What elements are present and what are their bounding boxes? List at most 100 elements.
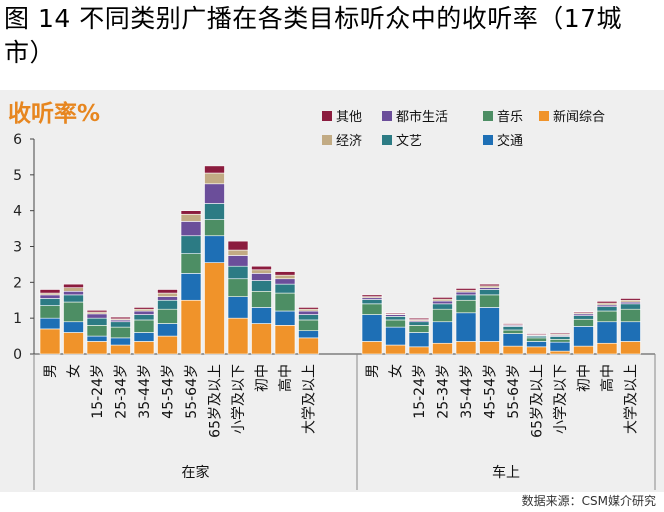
bar-segment [274,292,296,312]
bar-segment [549,332,571,335]
bar-segment [385,316,406,321]
legend-label: 都市生活 [396,109,448,125]
bar-segment [432,321,453,344]
x-category-label: 45-54岁 [161,364,177,419]
bar-segment [502,333,524,347]
x-category-label: 25-34岁 [114,364,130,419]
bar-segment [204,203,225,220]
bar-segment [227,296,249,319]
bar-segment [361,314,383,342]
bar-segment [274,283,296,294]
y-tick-label: 5 [13,168,22,184]
bar-segment [573,318,594,327]
bar-segment [274,274,296,280]
bar-segment [227,249,249,256]
y-tick-label: 1 [13,311,22,327]
x-category-label: 55-64岁 [506,364,522,419]
bar-segment [180,210,202,215]
legend-label: 文艺 [396,134,422,149]
bar-segment [86,313,108,319]
bar-segment [502,326,524,331]
bar-segment [432,308,453,323]
bar-segment [526,337,547,342]
y-tick-label: 2 [13,275,22,291]
bar-segment [432,303,453,310]
bar-segment [227,255,249,267]
bar-segment [180,299,202,355]
x-category-label: 小学及以下 [231,364,247,434]
bar-segment [455,291,477,296]
bar-segment [298,307,319,310]
bar-segment [526,341,547,348]
bar-segment [361,299,383,305]
bar-segment [86,317,108,326]
y-tick-label: 3 [13,240,22,256]
chart-title: 图 14 不同类别广播在各类目标听众中的收听率（17城市） [4,4,623,67]
bar-segment [455,312,477,342]
x-category-label: 小学及以下 [553,364,569,434]
bar-segment [361,341,383,355]
bar-segment [596,301,618,304]
bar-segment [455,341,477,355]
bar-segment [479,341,500,355]
bar-segment [133,319,155,333]
bar-segment [157,299,178,310]
bar-segment [385,319,406,328]
y-axis-title: 收听率% [8,101,101,127]
bar-segment [432,297,453,300]
bar-segment [180,273,202,301]
bar-segment [573,345,594,355]
bar-segment [298,310,319,315]
bar-segment [620,341,641,355]
bar-segment [573,311,594,314]
x-category-label: 大学及以上 [624,364,640,434]
bar-segment [251,273,272,281]
bar-segment [86,309,108,313]
x-category-label: 65岁及以上 [530,364,546,438]
bar-segment [596,321,618,344]
bar-segment [274,271,296,276]
bar-segment [133,341,155,355]
x-category-label: 男 [365,364,381,378]
bar-segment [573,326,594,347]
legend-label: 其他 [336,110,362,125]
bar-segment [110,337,131,346]
bar-segment [408,332,430,348]
bar-segment [227,240,249,251]
bar-segment [479,307,500,342]
chart-panel [0,90,664,492]
bar-segment [274,278,296,285]
bar-segment [479,289,500,296]
bar-segment [361,303,383,315]
bar-segment [251,265,272,271]
bar-segment [385,344,406,355]
bar-segment [251,307,272,324]
x-category-label: 男 [43,364,59,378]
bar-segment [110,326,131,339]
x-category-label: 初中 [254,364,271,392]
bar-segment [455,299,477,314]
bar-segment [110,344,131,355]
bar-segment [274,310,296,326]
x-category-label: 女 [66,364,83,378]
bar-segment [432,342,453,355]
bar-segment [157,292,178,297]
x-category-label: 55-64岁 [184,364,200,419]
bar-segment [596,310,618,323]
x-category-label: 65岁及以上 [208,364,224,438]
bar-segment [39,298,61,306]
bar-segment [63,287,84,292]
bar-segment [157,335,178,355]
bar-segment [86,341,108,355]
bar-segment [274,325,296,355]
bar-segment [63,332,84,355]
bar-segment [204,165,225,174]
x-category-label: 女 [388,364,405,378]
y-tick-label: 4 [13,204,22,220]
bar-segment [251,280,272,292]
x-category-label: 大学及以上 [302,364,318,434]
bar-segment [408,317,430,320]
legend-swatch [322,135,332,145]
x-category-label: 高中 [277,364,294,392]
bar-segment [180,253,202,274]
